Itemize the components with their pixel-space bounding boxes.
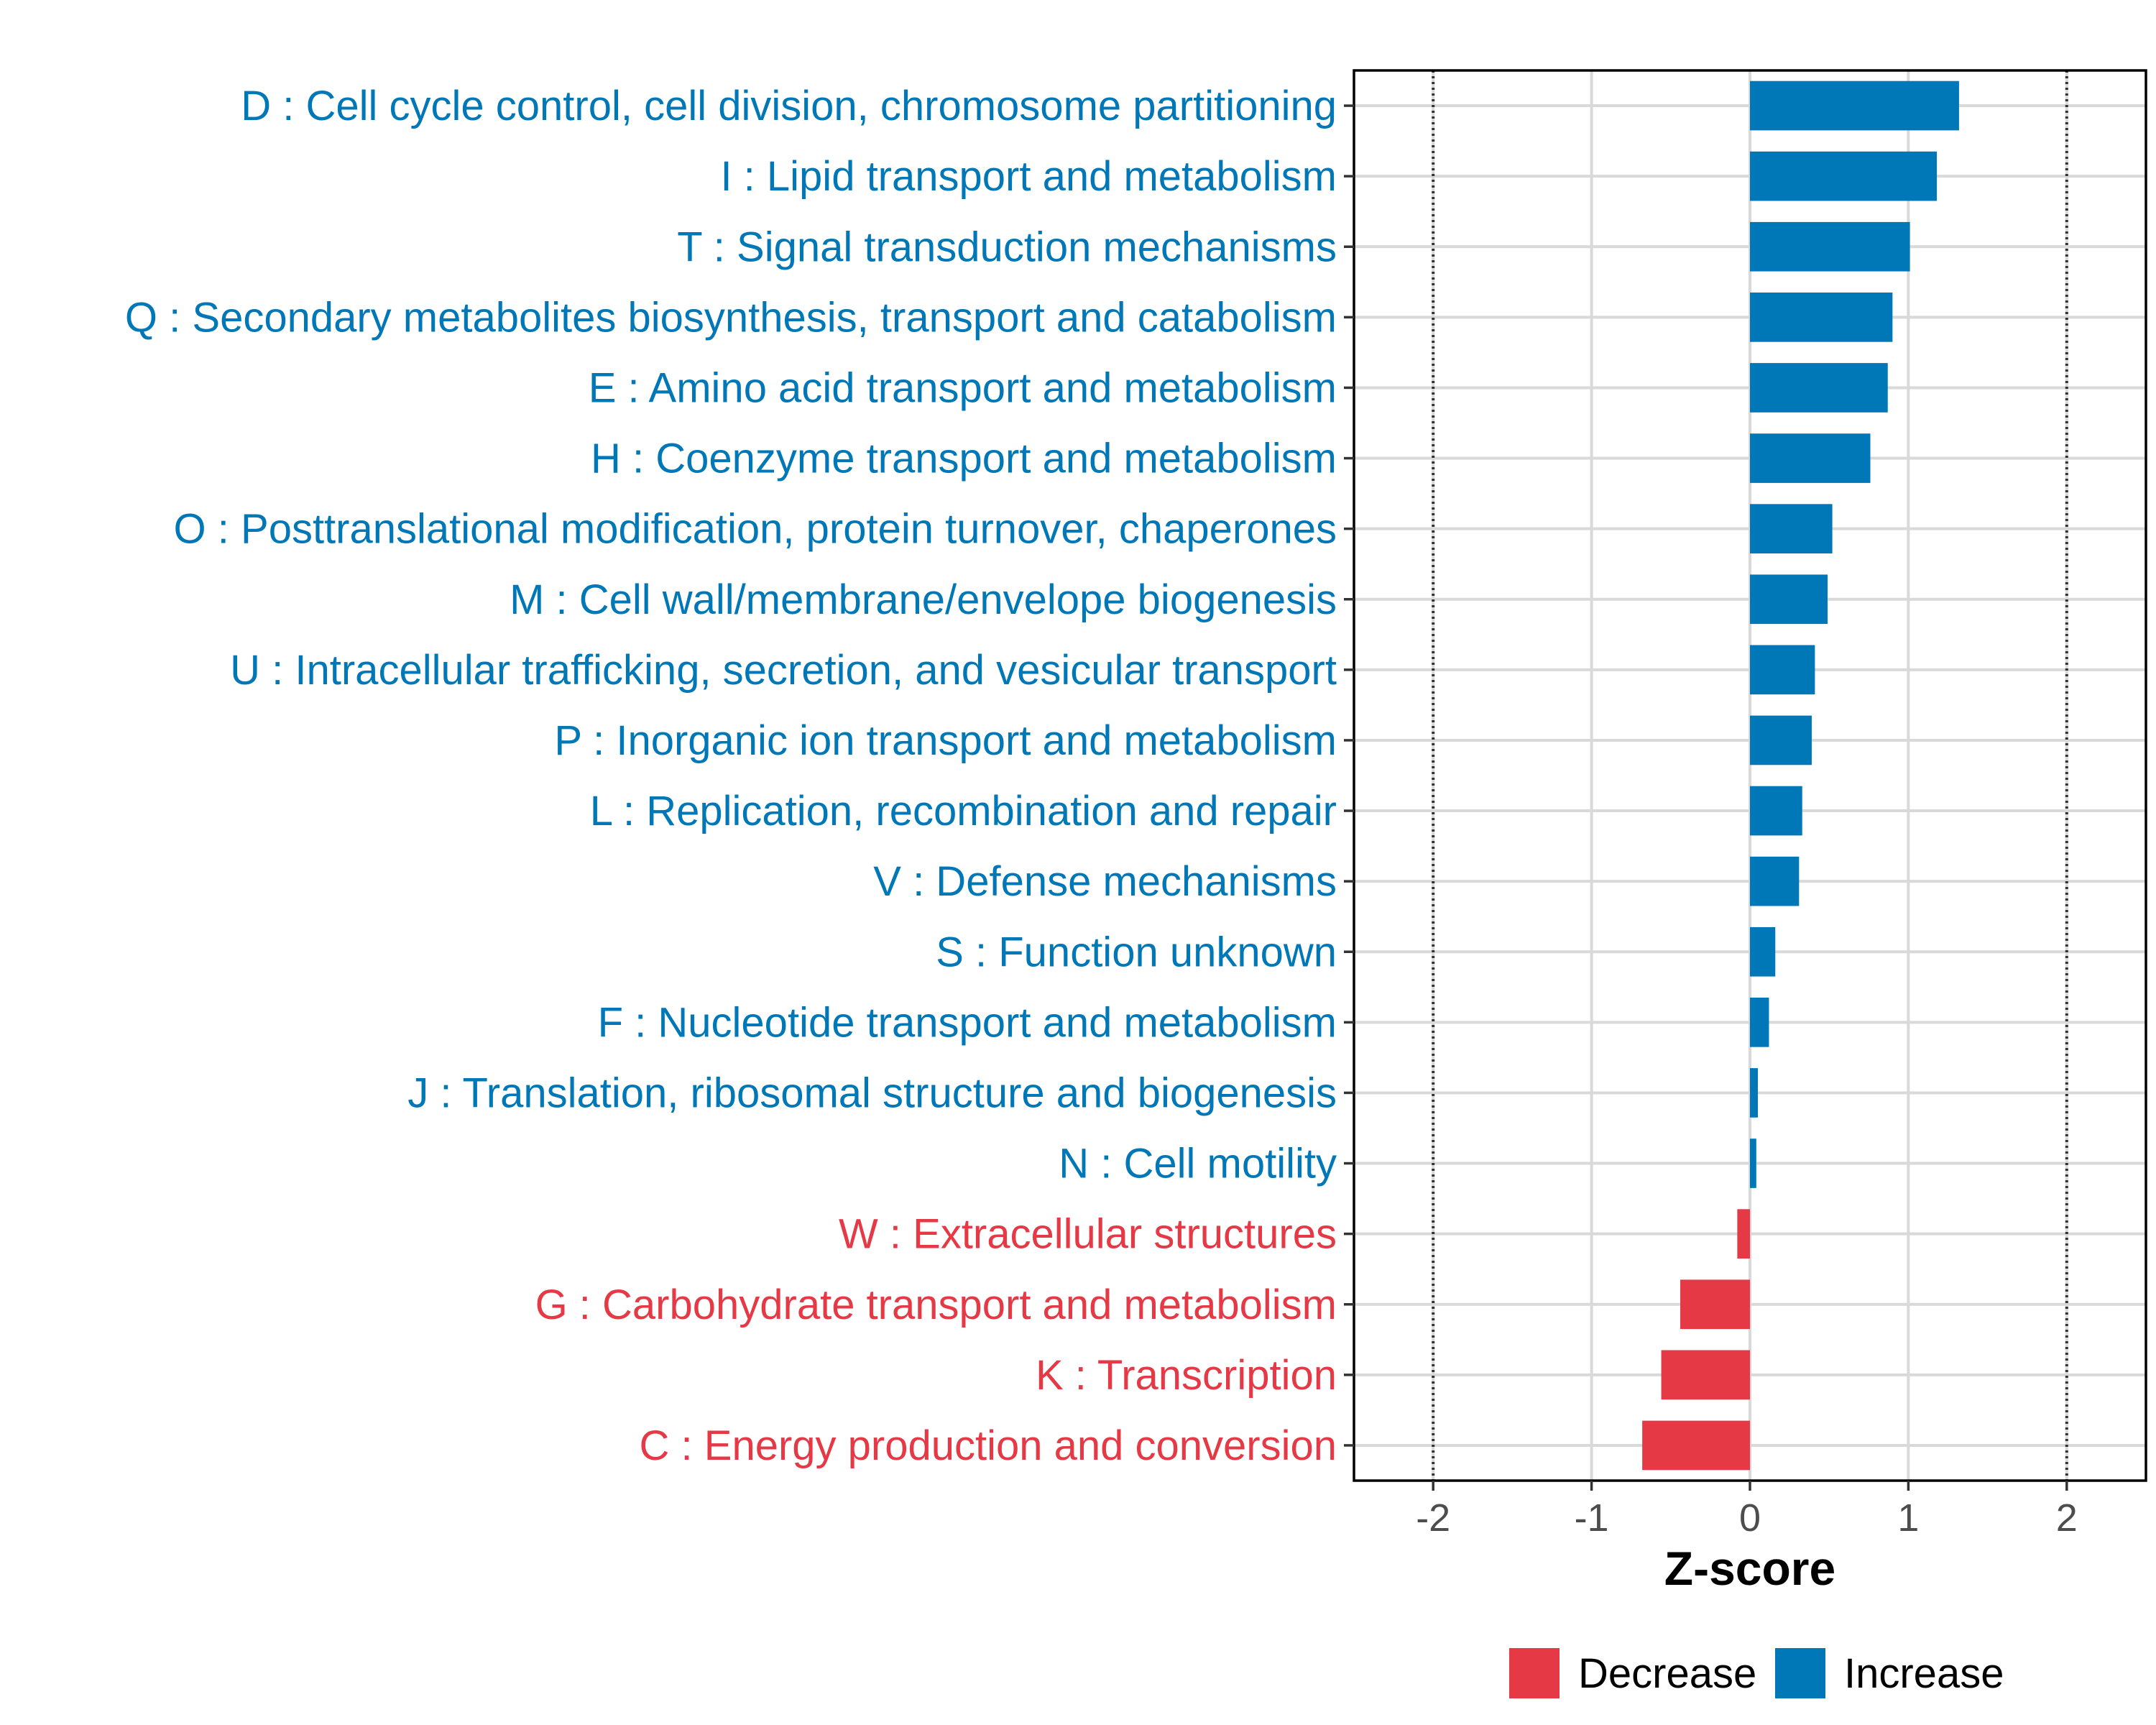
category-label-0: D : Cell cycle control, cell division, c… [241,83,1337,129]
label-layer: D : Cell cycle control, cell division, c… [125,83,2078,1540]
bar-4 [1750,363,1888,413]
bar-15 [1750,1138,1756,1188]
bar-5 [1750,433,1871,483]
x-tick-label-3: 1 [1897,1496,1919,1540]
bar-7 [1750,574,1828,625]
legend-swatch-decrease [1509,1648,1560,1698]
bar-11 [1750,856,1800,906]
grid-layer [1354,70,2146,1481]
category-label-11: V : Defense mechanisms [873,858,1337,905]
category-label-2: T : Signal transduction mechanisms [677,224,1337,270]
bar-13 [1750,998,1769,1047]
bar-9 [1750,715,1812,765]
category-label-16: W : Extracellular structures [839,1211,1337,1258]
x-axis-title: Z-score [1664,1542,1835,1595]
bar-12 [1750,926,1776,977]
x-tick-label-0: -2 [1416,1496,1450,1540]
bar-0 [1750,80,1959,131]
x-tick-label-2: 0 [1739,1496,1761,1540]
legend-label-decrease: Decrease [1578,1650,1756,1697]
bar-14 [1750,1068,1759,1118]
bar-2 [1750,221,1910,272]
category-label-15: N : Cell motility [1059,1141,1337,1187]
category-label-4: E : Amino acid transport and metabolism [589,364,1337,411]
category-label-5: H : Coenzyme transport and metabolism [591,436,1337,482]
category-label-10: L : Replication, recombination and repai… [590,788,1337,834]
legend: Decrease Increase [1509,1648,2004,1698]
bar-8 [1750,645,1815,695]
bar-19 [1642,1420,1750,1471]
bar-16 [1737,1209,1750,1259]
category-label-7: M : Cell wall/membrane/envelope biogenes… [510,576,1337,623]
category-label-17: G : Carbohydrate transport and metabolis… [535,1282,1337,1328]
category-label-8: U : Intracellular trafficking, secretion… [230,647,1337,694]
category-label-13: F : Nucleotide transport and metabolism [598,999,1337,1046]
category-label-12: S : Function unknown [936,929,1337,975]
category-label-6: O : Posttranslational modification, prot… [174,506,1337,553]
bar-17 [1680,1279,1750,1330]
x-tick-label-1: -1 [1575,1496,1609,1540]
category-label-9: P : Inorganic ion transport and metaboli… [554,717,1337,764]
category-label-18: K : Transcription [1036,1352,1337,1399]
x-tick-label-4: 2 [2056,1496,2078,1540]
frame-layer [1344,69,2147,1491]
category-label-14: J : Translation, ribosomal structure and… [407,1070,1337,1116]
bar-1 [1750,151,1938,201]
category-label-1: I : Lipid transport and metabolism [720,153,1337,200]
category-label-3: Q : Secondary metabolites biosynthesis, … [125,294,1337,341]
bar-6 [1750,504,1833,553]
bar-18 [1661,1350,1750,1400]
legend-swatch-increase [1775,1648,1825,1698]
bar-layer [1642,80,1959,1471]
category-label-19: C : Energy production and conversion [640,1422,1337,1469]
bar-3 [1750,293,1893,342]
bar-10 [1750,786,1802,836]
legend-label-increase: Increase [1844,1650,2004,1697]
